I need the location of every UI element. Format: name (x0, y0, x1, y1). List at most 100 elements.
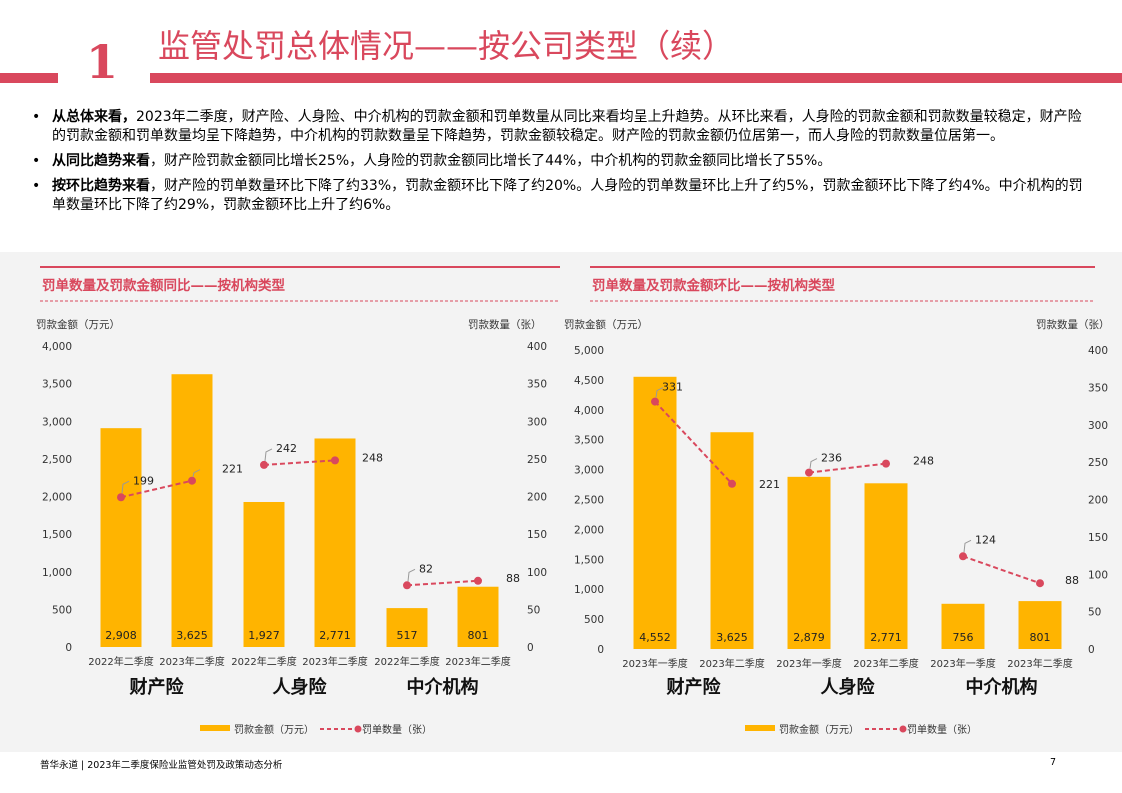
y-tick-label: 500 (584, 614, 604, 626)
bar (864, 483, 908, 649)
legend-bar-swatch (745, 725, 775, 731)
line-value-label: 88 (506, 572, 520, 585)
bar (243, 501, 285, 647)
bar-value-label: 517 (397, 629, 418, 642)
y2-tick-label: 250 (527, 454, 547, 466)
section-number: 1 (86, 35, 119, 89)
x-category-label: 2023年二季度 (445, 655, 510, 668)
bar (1018, 601, 1062, 649)
y2-tick-label: 350 (527, 379, 547, 391)
line-value-label: 248 (913, 455, 934, 468)
line-value-label: 221 (759, 478, 780, 491)
bullet-text: ，财产险罚款金额同比增长25%，人身险的罚款金额同比增长了44%，中介机构的罚款… (150, 153, 832, 169)
label-leader-line (655, 387, 664, 398)
x-group-label: 人身险 (821, 676, 876, 698)
x-category-label: 2023年二季度 (302, 655, 367, 668)
y2-tick-label: 0 (527, 642, 534, 654)
series-line-segment (406, 579, 479, 587)
line-value-label: 88 (1065, 574, 1079, 587)
bar (314, 438, 356, 647)
line-value-label: 331 (662, 381, 683, 394)
line-point (260, 460, 268, 469)
y-tick-label: 4,000 (42, 341, 72, 353)
x-group-label: 中介机构 (966, 676, 1038, 698)
bullet-text: ，财产险的罚单数量环比下降了约33%，罚款金额环比下降了约20%。人身险的罚单数… (52, 178, 1083, 213)
x-category-label: 2023年二季度 (1007, 657, 1072, 670)
y-tick-label: 2,000 (42, 492, 72, 504)
bar (787, 476, 831, 649)
y-tick-label: 1,000 (42, 567, 72, 579)
label-leader-line (264, 448, 273, 461)
bullet-text: 2023年二季度，财产险、人身险、中介机构的罚款金额和罚单数量从同比来看均呈上升… (52, 109, 1082, 144)
y2-tick-label: 150 (527, 529, 547, 541)
bar-value-label: 756 (953, 631, 974, 644)
y-tick-label: 0 (597, 644, 604, 656)
bullet-lead: 从同比趋势来看 (52, 153, 150, 169)
y2-tick-label: 100 (527, 567, 547, 579)
y2-tick-label: 50 (1088, 607, 1101, 619)
y2-tick-label: 250 (1088, 457, 1108, 469)
label-leader-line (192, 469, 201, 477)
y-tick-label: 2,500 (42, 454, 72, 466)
bar (633, 376, 677, 649)
line-point (805, 468, 813, 477)
legend-bar-label: 罚款金额（万元） (234, 723, 314, 736)
bullet-lead: 从总体来看， (52, 109, 136, 125)
bar (100, 428, 142, 647)
y-tick-label: 5,000 (574, 345, 604, 357)
y2-tick-label: 400 (527, 341, 547, 353)
x-category-label: 2023年二季度 (699, 657, 764, 670)
x-category-label: 2023年一季度 (776, 657, 841, 670)
series-line-segment (654, 400, 733, 485)
y2-tick-label: 50 (527, 604, 540, 616)
y-tick-label: 1,000 (574, 584, 604, 596)
y2-tick-label: 0 (1088, 644, 1095, 656)
legend-line-marker (354, 725, 362, 733)
label-leader-line (963, 539, 972, 553)
series-line-segment (808, 462, 887, 474)
bar (386, 608, 428, 647)
x-category-label: 2023年二季度 (159, 655, 224, 668)
x-category-label: 2022年二季度 (374, 655, 439, 668)
legend-bar-swatch (200, 725, 230, 731)
bar-value-label: 2,771 (870, 631, 902, 644)
chart-title: 罚单数量及罚款金额同比——按机构类型 (42, 277, 285, 294)
y-tick-label: 3,000 (574, 465, 604, 477)
line-point (188, 476, 196, 485)
bar-value-label: 1,927 (248, 629, 280, 642)
line-value-label: 236 (821, 452, 842, 465)
legend-bar-label: 罚款金额（万元） (779, 723, 859, 736)
y-tick-label: 2,000 (574, 524, 604, 536)
bullet-lead: 按环比趋势来看 (52, 178, 150, 194)
charts-panel: 罚单数量及罚款金额同比——按机构类型 罚款金额（万元） 罚款数量（张） 0 500 1,0… (0, 252, 1122, 752)
y-tick-label: 3,500 (42, 379, 72, 391)
y-tick-label: 4,000 (574, 405, 604, 417)
bullet-dot-icon: • (32, 178, 41, 194)
line-value-label: 82 (419, 562, 433, 575)
x-category-label: 2022年二季度 (88, 655, 153, 668)
bar-value-label: 801 (468, 629, 489, 642)
line-point (117, 493, 125, 502)
line-value-label: 124 (975, 533, 996, 546)
y2-tick-label: 300 (1088, 420, 1108, 432)
series-line-segment (120, 479, 193, 499)
bar-value-label: 4,552 (639, 631, 671, 644)
header-accent-bar-left (0, 73, 58, 83)
x-group-label: 人身险 (273, 676, 328, 698)
y2-tick-label: 150 (1088, 532, 1108, 544)
series-line-segment (962, 555, 1041, 585)
bullet-item: • 按环比趋势来看，财产险的罚单数量环比下降了约33%，罚款金额环比下降了约20… (32, 177, 1092, 215)
bar (710, 432, 754, 649)
legend-line-label: 罚单数量（张） (907, 723, 977, 736)
bar-value-label: 2,771 (319, 629, 351, 642)
line-value-label: 199 (133, 474, 154, 487)
legend-line-marker (899, 725, 907, 733)
header-accent-bar-right (150, 73, 1122, 83)
bar-value-label: 2,879 (793, 631, 825, 644)
label-leader-line (809, 458, 818, 469)
legend-line-label: 罚单数量（张） (362, 723, 432, 736)
chart-title: 罚单数量及罚款金额环比——按机构类型 (592, 277, 835, 294)
bullet-item: • 从总体来看，2023年二季度，财产险、人身险、中介机构的罚款金额和罚单数量从… (32, 108, 1092, 146)
line-point (728, 479, 736, 488)
